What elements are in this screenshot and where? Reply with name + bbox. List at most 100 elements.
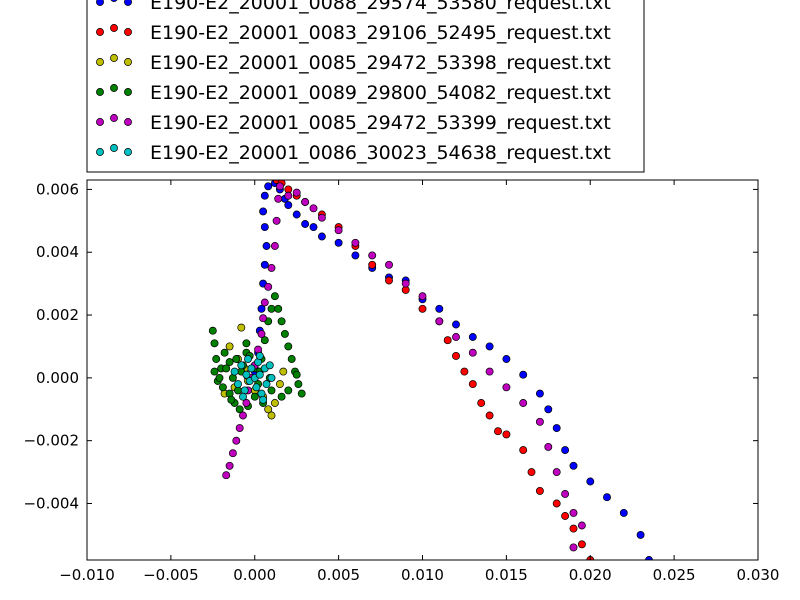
data-point [494, 427, 502, 436]
data-point [252, 383, 261, 392]
data-point [569, 508, 578, 517]
data-point [603, 493, 611, 502]
data-point [385, 260, 393, 269]
data-point [260, 191, 269, 200]
data-point [218, 383, 227, 392]
data-point [485, 342, 494, 351]
data-point [225, 358, 234, 367]
legend-item: E190-E2_20001_0083_29106_52495_request.t… [96, 22, 611, 44]
data-point [502, 355, 511, 363]
x-tick-label: 0.020 [569, 566, 612, 584]
data-point [334, 226, 343, 235]
legend-marker [110, 24, 118, 32]
legend-box [86, 0, 645, 173]
data-point [237, 361, 246, 370]
data-point [257, 329, 266, 338]
x-tick-label: 0.015 [485, 566, 528, 584]
data-point [477, 399, 486, 407]
data-point [242, 399, 251, 407]
x-tick-label: 0.005 [317, 566, 360, 584]
data-point [222, 364, 231, 373]
data-point [519, 399, 528, 407]
legend-label: E190-E2_20001_0088_29574_53580_request.t… [150, 0, 611, 14]
data-point [242, 370, 251, 379]
data-point [485, 367, 494, 376]
data-point [284, 342, 293, 351]
data-point [544, 442, 553, 451]
data-point [270, 292, 279, 301]
data-point [292, 188, 301, 197]
data-point [210, 367, 219, 376]
x-tick-label: 0.010 [401, 566, 444, 584]
data-point [309, 223, 318, 232]
legend-label: E190-E2_20001_0085_29472_53398_request.t… [150, 52, 611, 74]
data-point [552, 424, 561, 433]
data-point [502, 383, 511, 392]
data-point [309, 204, 318, 213]
data-point [552, 499, 561, 508]
series-1 [244, 180, 653, 560]
data-point [264, 282, 273, 291]
data-point [502, 430, 511, 439]
y-tick-label: −0.004 [23, 494, 79, 512]
legend-marker [110, 84, 118, 92]
data-point [569, 461, 578, 470]
data-point [265, 361, 274, 370]
data-point [351, 251, 360, 260]
data-point [275, 182, 284, 191]
data-point [577, 521, 586, 530]
data-point [277, 317, 286, 326]
data-point [636, 530, 645, 539]
legend-marker [96, 88, 104, 96]
legend-marker [96, 0, 104, 6]
data-point [270, 399, 279, 407]
legend-label: E190-E2_20001_0083_29106_52495_request.t… [150, 22, 611, 44]
data-point [257, 304, 266, 313]
legend-item: E190-E2_20001_0088_29574_53580_request.t… [96, 0, 611, 14]
series-2 [272, 180, 595, 560]
data-point [519, 446, 528, 455]
y-tick-label: 0.002 [36, 306, 79, 324]
data-point [260, 336, 269, 345]
data-point [262, 242, 271, 250]
data-point [561, 512, 570, 520]
data-point [280, 329, 289, 338]
data-point [368, 260, 377, 269]
data-point [230, 367, 239, 376]
data-point [239, 411, 247, 420]
x-tick-label: 0.000 [233, 566, 276, 584]
data-point [267, 411, 276, 420]
legend-label: E190-E2_20001_0085_29472_53399_request.t… [150, 112, 611, 134]
data-point [274, 194, 283, 203]
legend-marker [110, 144, 118, 152]
data-point [212, 355, 221, 363]
data-point [247, 364, 256, 373]
data-point [244, 355, 252, 363]
data-point [292, 210, 301, 219]
data-point [569, 524, 578, 533]
series-5 [222, 182, 586, 552]
data-point [452, 320, 460, 329]
legend-marker [110, 114, 118, 122]
data-point [645, 556, 653, 560]
legend-marker [124, 88, 132, 96]
data-point [301, 198, 310, 206]
data-point [561, 490, 570, 498]
data-point [234, 380, 242, 389]
legend-marker [124, 58, 132, 66]
y-tick-label: −0.002 [23, 432, 79, 450]
legend-marker [110, 0, 118, 2]
y-tick-label: 0.004 [36, 243, 79, 261]
data-point [284, 191, 293, 200]
data-point [277, 392, 286, 401]
legend-marker [124, 28, 132, 36]
axis-ticks-layer: −0.010 −0.005 0.000 0.005 0.010 0.015 0.020 0.0… [23, 180, 779, 584]
legend-label: E190-E2_20001_0086_30023_54638_request.t… [150, 142, 611, 164]
data-point [443, 336, 452, 345]
data-point [255, 370, 264, 379]
legend-item: E190-E2_20001_0089_29800_54082_request.t… [96, 82, 611, 104]
plot-area-frame [86, 179, 759, 561]
data-point [239, 392, 247, 401]
legend-label: E190-E2_20001_0089_29800_54082_request.t… [150, 82, 611, 104]
series-6 [230, 351, 276, 404]
